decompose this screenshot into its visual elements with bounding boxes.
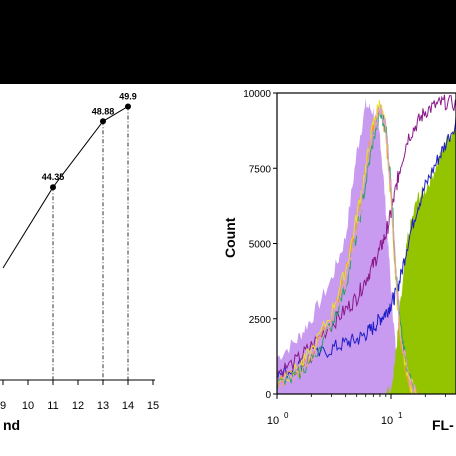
left-x-axis: 9 10 11 12 13 14 15: [0, 379, 159, 412]
right-x-tick-exponent: 0: [284, 411, 289, 420]
right-y-axis: 0 2500 5000 7500 10000: [243, 89, 277, 401]
right-x-tick-exponent: 1: [398, 411, 403, 420]
left-data-label: 48.88: [92, 106, 115, 116]
right-y-axis-label: Count: [222, 217, 238, 258]
top-banner: [0, 0, 456, 84]
left-x-tick-label: 12: [72, 400, 84, 412]
right-y-tick-label: 0: [265, 390, 271, 401]
right-x-tick-base: 10: [381, 415, 393, 427]
left-data-point: [100, 118, 106, 125]
right-x-axis-label: FL-: [432, 417, 454, 433]
left-line-chart: 9 10 11 12 13 14 15 44.35 48.88 49.9 nd: [0, 91, 159, 433]
left-series-line: [2, 106, 129, 269]
histogram-fill-lilac_fill: [277, 97, 456, 395]
left-x-axis-label: nd: [3, 417, 20, 433]
right-y-tick-label: 2500: [249, 315, 272, 326]
histogram-fill-green_fill: [277, 122, 456, 395]
left-data-labels: 44.35 48.88 49.9: [42, 91, 137, 182]
left-series-polyline: [2, 106, 129, 269]
right-x-tick-base: 10: [267, 415, 279, 427]
right-y-tick-label: 7500: [249, 164, 272, 175]
right-y-tick-label: 10000: [243, 89, 271, 100]
right-y-tick-label: 5000: [249, 240, 272, 251]
left-data-points: [50, 103, 131, 191]
left-data-point: [125, 103, 131, 110]
left-x-tick-label: 14: [122, 400, 134, 412]
histogram-line-dark_blue: [276, 116, 456, 383]
left-x-tick-label: 10: [22, 400, 34, 412]
left-x-tick-label: 15: [147, 400, 159, 412]
left-drop-lines: [52, 106, 129, 382]
left-data-label: 49.9: [119, 91, 137, 101]
left-data-point: [50, 184, 56, 191]
left-data-label: 44.35: [42, 172, 65, 182]
right-x-axis: 10 0 10 1: [267, 394, 446, 427]
right-histogram-chart: 0 2500 5000 7500 10000 10 0 10 1 Count FL-: [222, 89, 456, 433]
right-histogram-series: [276, 94, 456, 395]
left-x-tick-label: 9: [0, 400, 6, 412]
left-x-tick-label: 13: [97, 400, 109, 412]
left-x-tick-label: 11: [47, 400, 58, 412]
